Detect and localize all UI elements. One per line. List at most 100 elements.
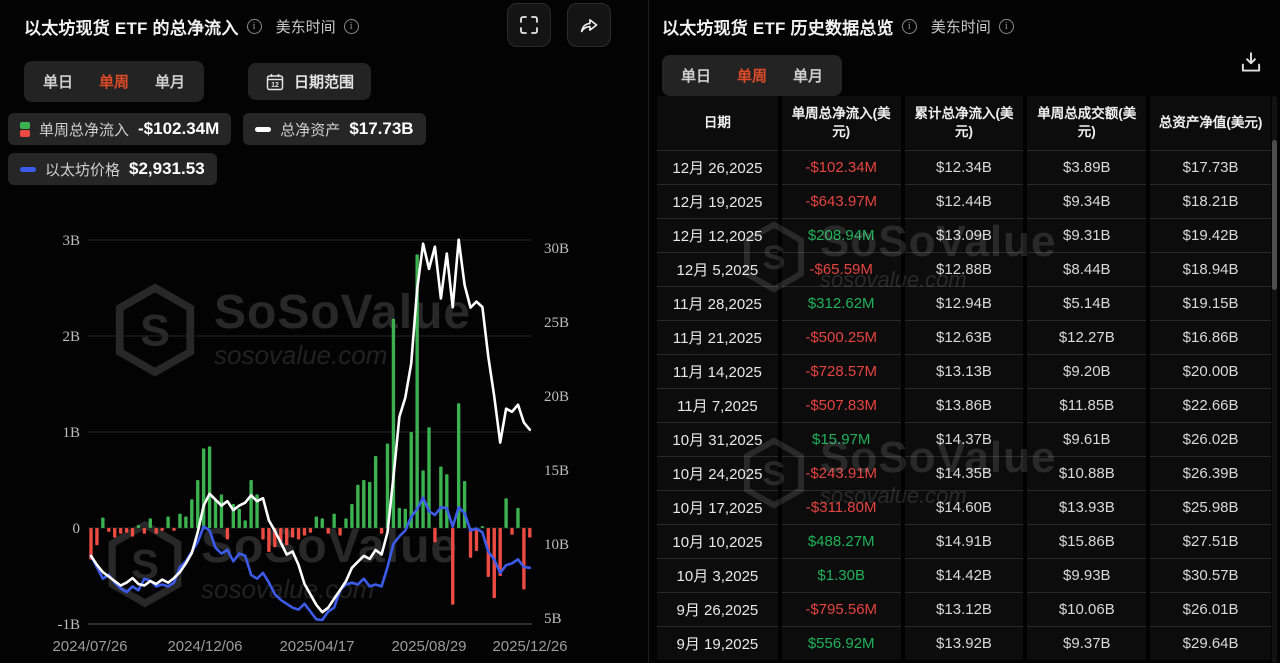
watermark-brand: SoSoValue <box>201 520 459 573</box>
cell-weekly-volume: $12.27B <box>1023 319 1149 354</box>
download-button[interactable] <box>1238 50 1264 79</box>
table-row[interactable]: 12月 19,2025 -$643.97M $12.44B $9.34B $18.21B <box>657 183 1271 218</box>
share-icon <box>580 19 598 33</box>
cell-weekly-volume: $9.37B <box>1023 625 1149 660</box>
scrollbar-thumb[interactable] <box>1272 140 1277 290</box>
legend-net-assets[interactable]: 总净资产 $17.73B <box>243 113 426 145</box>
table-row[interactable]: 12月 5,2025 -$65.59M $12.88B $8.44B $18.94B <box>657 251 1271 286</box>
table-scrollbar[interactable] <box>1272 96 1277 663</box>
blue-dash-icon <box>20 166 36 172</box>
table-row[interactable]: 9月 26,2025 -$795.56M $13.12B $10.06B $26.01B <box>657 591 1271 626</box>
watermark-domain: sosovalue.com <box>214 340 388 370</box>
table-tab-weekly[interactable]: 单周 <box>724 59 780 92</box>
fullscreen-button[interactable] <box>507 3 551 47</box>
left-panel-header: 以太坊现货 ETF 的总净流入 i 美东时间 i <box>0 0 648 47</box>
cell-cumulative-inflow: $12.44B <box>900 183 1026 218</box>
cell-weekly-volume: $10.06B <box>1023 591 1149 626</box>
timezone-label: 美东时间 <box>930 19 991 36</box>
table-row[interactable]: 9月 19,2025 $556.92M $13.92B $9.37B $29.64B <box>657 625 1271 660</box>
svg-text:25B: 25B <box>544 315 569 331</box>
chart-actions <box>507 3 611 47</box>
cell-cumulative-inflow: $14.35B <box>900 455 1026 490</box>
cell-cumulative-inflow: $12.88B <box>900 251 1026 286</box>
table-row[interactable]: 11月 7,2025 -$507.83M $13.86B $11.85B $22.66B <box>657 387 1271 422</box>
cell-weekly-volume: $10.88B <box>1023 455 1149 490</box>
history-table: 日期 单周总净流入(美元) 累计总净流入(美元) 单周总成交额(美元) 总资产净值(美元… <box>657 96 1271 660</box>
cell-net-asset-value: $22.66B <box>1146 387 1271 422</box>
timezone-info-icon[interactable]: i <box>998 19 1014 34</box>
table-row[interactable]: 10月 3,2025 $1.30B $14.42B $9.93B $30.57B <box>657 557 1271 592</box>
date-range-button[interactable]: 12 日期范围 <box>248 63 372 100</box>
cell-net-asset-value: $27.51B <box>1146 523 1271 558</box>
cell-weekly-inflow: -$102.34M <box>777 149 903 184</box>
cell-weekly-inflow: -$500.25M <box>777 319 903 354</box>
cell-date: 9月 19,2025 <box>657 625 780 660</box>
svg-text:20B: 20B <box>544 389 569 405</box>
cell-cumulative-inflow: $14.37B <box>900 421 1026 456</box>
svg-text:2024/12/06: 2024/12/06 <box>167 638 242 655</box>
cell-weekly-inflow: -$243.91M <box>777 455 903 490</box>
legend-label: 总净资产 <box>280 121 341 139</box>
cell-cumulative-inflow: $14.60B <box>900 489 1026 524</box>
cell-date: 10月 10,2025 <box>657 523 780 558</box>
page-title: 以太坊现货 ETF 的总净流入 <box>24 19 239 38</box>
share-button[interactable] <box>567 3 611 47</box>
tab-weekly[interactable]: 单周 <box>86 65 142 98</box>
svg-text:2025/08/29: 2025/08/29 <box>391 638 466 655</box>
cell-cumulative-inflow: $12.34B <box>900 149 1026 184</box>
legend-eth-price[interactable]: 以太坊价格 $2,931.53 <box>8 153 217 185</box>
table-row[interactable]: 11月 28,2025 $312.62M $12.94B $5.14B $19.15B <box>657 285 1271 320</box>
inflow-chart-panel: 以太坊现货 ETF 的总净流入 i 美东时间 i <box>0 0 648 655</box>
cell-weekly-volume: $9.61B <box>1023 421 1149 456</box>
tab-monthly[interactable]: 单月 <box>142 65 198 98</box>
eth-price-line <box>89 496 532 622</box>
cell-weekly-volume: $11.85B <box>1023 387 1149 422</box>
svg-text:S: S <box>140 306 170 355</box>
table-row[interactable]: 11月 14,2025 -$728.57M $13.13B $9.20B $20.00B <box>657 353 1271 388</box>
cell-date: 10月 3,2025 <box>657 557 780 592</box>
timezone-info-icon[interactable]: i <box>343 19 359 34</box>
cell-weekly-volume: $13.93B <box>1023 489 1149 524</box>
legend-value: $2,931.53 <box>129 159 205 178</box>
watermark-domain: sosovalue.com <box>201 574 375 604</box>
table-row[interactable]: 12月 26,2025 -$102.34M $12.34B $3.89B $17.73B <box>657 149 1271 184</box>
svg-text:5B: 5B <box>544 611 562 627</box>
cell-cumulative-inflow: $13.92B <box>900 625 1026 660</box>
legend-weekly-inflow[interactable]: 单周总净流入 -$102.34M <box>8 113 232 145</box>
net-assets-line <box>89 238 532 614</box>
cell-weekly-inflow: -$65.59M <box>777 251 903 286</box>
cell-net-asset-value: $19.15B <box>1146 285 1271 320</box>
table-row[interactable]: 11月 21,2025 -$500.25M $12.63B $12.27B $16.86… <box>657 319 1271 354</box>
table-row[interactable]: 10月 24,2025 -$243.91M $14.35B $10.88B $26.39… <box>657 455 1271 490</box>
table-row[interactable]: 10月 31,2025 $15.97M $14.37B $9.61B $26.02B <box>657 421 1271 456</box>
cell-weekly-inflow: $556.92M <box>777 625 903 660</box>
svg-text:1B: 1B <box>62 425 80 441</box>
svg-text:2024/07/26: 2024/07/26 <box>52 638 127 655</box>
cell-weekly-inflow: $312.62M <box>777 285 903 320</box>
white-dash-icon <box>255 126 272 132</box>
table-title-info-icon[interactable]: i <box>901 19 917 34</box>
cell-date: 9月 26,2025 <box>657 591 780 626</box>
table-tab-monthly[interactable]: 单月 <box>780 59 836 92</box>
table-row[interactable]: 10月 17,2025 -$311.80M $14.60B $13.93B $25.98… <box>657 489 1271 524</box>
table-tab-daily[interactable]: 单日 <box>668 59 724 92</box>
chart-legend: 单周总净流入 -$102.34M 总净资产 $17.73B 以太坊价格 $2,9… <box>8 113 648 185</box>
cell-weekly-inflow: $488.27M <box>777 523 903 558</box>
date-range-label: 日期范围 <box>294 74 355 91</box>
title-info-icon[interactable]: i <box>246 19 262 34</box>
column-header: 日期 <box>657 96 780 150</box>
table-row[interactable]: 10月 10,2025 $488.27M $14.91B $15.86B $27.51B <box>657 523 1271 558</box>
cell-cumulative-inflow: $12.63B <box>900 319 1026 354</box>
cell-cumulative-inflow: $14.42B <box>900 557 1026 592</box>
cell-weekly-inflow: -$311.80M <box>777 489 903 524</box>
cell-weekly-inflow: $15.97M <box>777 421 903 456</box>
tab-daily[interactable]: 单日 <box>30 65 86 98</box>
legend-row-2: 以太坊价格 $2,931.53 <box>8 153 217 185</box>
table-row[interactable]: 12月 12,2025 $208.94M $13.09B $9.31B $19.42B <box>657 217 1271 252</box>
column-header: 单周总成交额(美元) <box>1023 96 1149 150</box>
cell-weekly-volume: $9.31B <box>1023 217 1149 252</box>
cell-weekly-inflow: -$507.83M <box>777 387 903 422</box>
legend-value: -$102.34M <box>138 119 220 138</box>
cell-cumulative-inflow: $13.09B <box>900 217 1026 252</box>
